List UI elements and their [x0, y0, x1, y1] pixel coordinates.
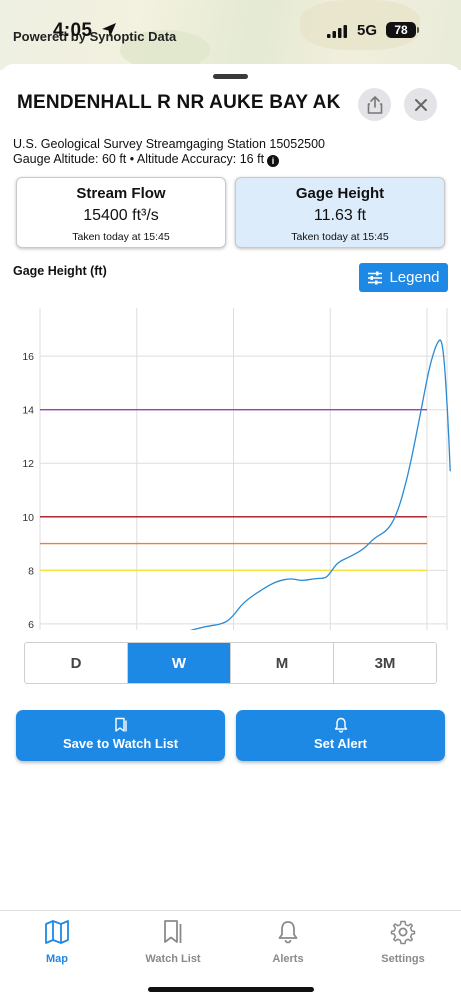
bookmark-icon — [114, 717, 127, 732]
y-tick-label: 8 — [28, 565, 34, 577]
station-sheet: MENDENHALL R NR AUKE BAY AK U.S. Geologi… — [0, 64, 461, 1000]
gage-height-card[interactable]: Gage Height 11.63 ft Taken today at 15:4… — [235, 177, 445, 248]
stream-flow-title: Stream Flow — [76, 185, 166, 202]
home-indicator — [148, 987, 314, 992]
close-icon — [414, 98, 427, 111]
range-option-w[interactable]: W — [128, 643, 231, 683]
tab-map[interactable]: Map — [12, 919, 102, 965]
location-arrow-icon — [102, 23, 116, 37]
gage-height-value: 11.63 ft — [313, 207, 367, 224]
status-time: 4:05 — [53, 20, 93, 41]
station-description-line2: Gauge Altitude: 60 ft • Altitude Accurac… — [13, 152, 325, 167]
bell-icon — [334, 717, 347, 733]
tab-watch-list-label: Watch List — [145, 953, 201, 965]
powered-by-label: Powered by Synoptic Data — [13, 29, 177, 44]
station-description-line1: U.S. Geological Survey Streamgaging Stat… — [13, 137, 325, 151]
y-tick-label: 6 — [28, 619, 34, 630]
gear-icon — [390, 920, 416, 945]
battery-tip — [417, 27, 419, 33]
range-option-d[interactable]: D — [25, 643, 128, 683]
share-icon — [367, 95, 382, 114]
save-to-watch-list-label: Save to Watch List — [62, 736, 179, 751]
tab-alerts-label: Alerts — [272, 953, 304, 965]
save-to-watch-list-button[interactable]: Save to Watch List — [16, 710, 225, 761]
gage-height-title: Gage Height — [295, 185, 385, 202]
cell-signal-icon — [327, 25, 347, 38]
sliders-icon — [368, 271, 383, 284]
y-tick-label: 14 — [22, 405, 34, 417]
close-button[interactable] — [404, 88, 437, 121]
gage-height-chart[interactable]: 68101214168/68/88/108/118/13 — [0, 300, 461, 630]
set-alert-label: Set Alert — [314, 736, 367, 751]
y-tick-label: 16 — [22, 351, 34, 363]
station-altitude: Gauge Altitude: 60 ft • Altitude Accurac… — [13, 152, 265, 166]
tab-map-label: Map — [46, 953, 68, 965]
legend-button-label: Legend — [389, 269, 440, 286]
tab-settings[interactable]: Settings — [358, 919, 448, 965]
info-icon[interactable]: i — [267, 155, 280, 167]
sheet-grabber[interactable] — [213, 74, 248, 79]
set-alert-button[interactable]: Set Alert — [236, 710, 445, 761]
stream-flow-card[interactable]: Stream Flow 15400 ft³/s Taken today at 1… — [16, 177, 226, 248]
gage-height-series-line — [189, 339, 451, 630]
status-bar: Powered by Synoptic Data 4:05 5G 78 — [0, 0, 461, 64]
tab-watch-list[interactable]: Watch List — [128, 919, 218, 965]
legend-button[interactable]: Legend — [359, 263, 448, 292]
tab-bar: Map Watch List Alerts Settings — [0, 910, 461, 1000]
bookmarks-icon — [164, 920, 182, 943]
y-tick-label: 12 — [22, 458, 34, 470]
stream-flow-value: 15400 ft³/s — [83, 207, 159, 224]
map-background — [0, 0, 461, 70]
gage-height-time: Taken today at 15:45 — [291, 231, 389, 243]
range-option-3m[interactable]: 3M — [374, 654, 396, 672]
range-option-m[interactable]: M — [231, 643, 334, 683]
time-range-selector: D W M 3M — [24, 642, 437, 684]
station-description: U.S. Geological Survey Streamgaging Stat… — [13, 137, 325, 167]
share-button[interactable] — [358, 88, 391, 121]
stream-flow-time: Taken today at 15:45 — [72, 231, 170, 243]
network-type: 5G — [357, 22, 378, 39]
station-title: MENDENHALL R NR AUKE BAY AK — [17, 92, 341, 113]
bell-icon — [278, 921, 298, 944]
chart-label: Gage Height (ft) — [13, 264, 107, 278]
tab-alerts[interactable]: Alerts — [243, 919, 333, 965]
map-icon — [45, 920, 69, 944]
y-tick-label: 10 — [22, 512, 34, 524]
battery-icon: 78 — [386, 22, 416, 38]
tab-settings-label: Settings — [381, 953, 425, 965]
